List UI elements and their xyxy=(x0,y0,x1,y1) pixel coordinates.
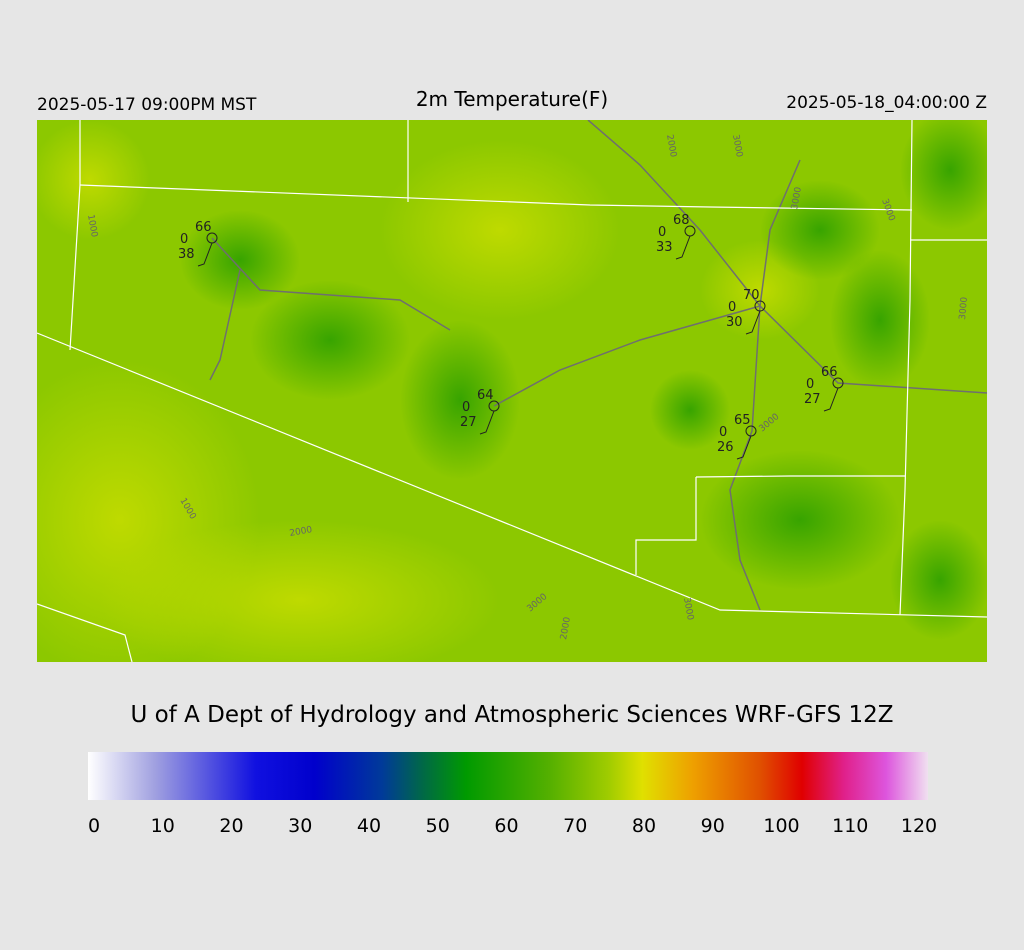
contour-label: 3000 xyxy=(790,186,804,211)
wind-barb xyxy=(197,242,213,267)
dewpoint: 33 xyxy=(656,240,673,255)
temperature: 68 xyxy=(673,213,690,228)
colorbar-tick-label: 70 xyxy=(563,815,587,837)
credit: U of A Dept of Hydrology and Atmospheric… xyxy=(130,702,893,728)
temperature: 66 xyxy=(195,220,212,235)
borders xyxy=(37,120,987,662)
colorbar-tick-label: 20 xyxy=(219,815,243,837)
colorbar-tick-label: 30 xyxy=(288,815,312,837)
contour-label: 2000 xyxy=(664,134,678,159)
colorbar-tick-label: 0 xyxy=(88,815,100,837)
cloud-cover: 0 xyxy=(462,400,470,415)
colorbar-tick-label: 90 xyxy=(701,815,725,837)
wind-barb xyxy=(736,435,752,460)
dewpoint: 30 xyxy=(726,315,743,330)
dewpoint: 26 xyxy=(717,440,734,455)
cloud-cover: 0 xyxy=(180,232,188,247)
colorbar-tick-label: 10 xyxy=(151,815,175,837)
temperature: 65 xyxy=(734,413,751,428)
colorbar-tick-label: 40 xyxy=(357,815,381,837)
temperature: 70 xyxy=(743,288,760,303)
wind-barb xyxy=(745,310,761,335)
contour-label: 1000 xyxy=(85,214,99,239)
dewpoint: 27 xyxy=(460,415,477,430)
cloud-cover: 0 xyxy=(719,425,727,440)
utc-time: 2025-05-18_04:00:00 Z xyxy=(786,93,987,113)
colorbar-tick-label: 60 xyxy=(494,815,518,837)
wind-barb xyxy=(675,235,691,260)
cloud-cover: 0 xyxy=(806,377,814,392)
temperature: 64 xyxy=(477,388,494,403)
colorbar-tick-label: 50 xyxy=(426,815,450,837)
colorbar-tick-label: 110 xyxy=(832,815,868,837)
cloud-cover: 0 xyxy=(728,300,736,315)
cloud-cover: 0 xyxy=(658,225,666,240)
local-time: 2025-05-17 09:00PM MST xyxy=(37,95,257,115)
wind-barb xyxy=(823,387,839,412)
map-title: 2m Temperature(F) xyxy=(416,87,608,111)
temperature: 66 xyxy=(821,365,838,380)
contour-label: 3000 xyxy=(958,296,970,320)
contour-label: 2000 xyxy=(559,616,573,641)
colorbar-ticks: 0 10 20 30 40 50 60 70 80 90 100 110 120 xyxy=(88,815,937,837)
colorbar xyxy=(88,752,928,800)
contour-label: 3000 xyxy=(681,597,695,622)
contour-label: 3000 xyxy=(730,134,744,159)
dewpoint: 38 xyxy=(178,247,195,262)
colorbar-tick-label: 100 xyxy=(763,815,799,837)
dewpoint: 27 xyxy=(804,392,821,407)
roads xyxy=(209,120,987,611)
contour-label: 2000 xyxy=(289,525,314,539)
wind-barb xyxy=(479,410,495,435)
colorbar-tick-label: 120 xyxy=(901,815,937,837)
colorbar-tick-label: 80 xyxy=(632,815,656,837)
